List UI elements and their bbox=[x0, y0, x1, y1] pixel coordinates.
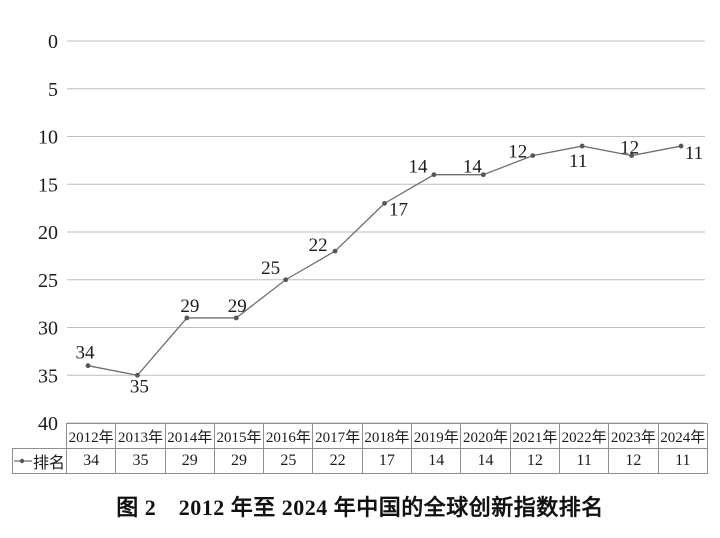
rank-value-cell: 17 bbox=[361, 448, 413, 474]
rank-value-cell: 14 bbox=[411, 448, 462, 474]
y-axis-tick-labels: 0 5 10 15 20 25 30 35 40 bbox=[38, 31, 58, 435]
rank-value-cell: 11 bbox=[558, 448, 610, 474]
y-tick-label: 25 bbox=[38, 270, 58, 292]
y-tick-label: 40 bbox=[38, 413, 58, 435]
y-tick-label: 35 bbox=[38, 365, 58, 387]
rank-value-cell: 34 bbox=[65, 448, 117, 474]
data-point-marker bbox=[480, 172, 486, 178]
legend-label: 排名 bbox=[32, 455, 65, 472]
year-header-cell: 2021年 bbox=[509, 423, 560, 449]
data-point-label: 29 bbox=[228, 296, 247, 317]
data-point-label: 17 bbox=[389, 199, 408, 220]
data-table: 2012年 2013年 2014年 2015年 2016年 2017年 2018年 2019年… bbox=[12, 423, 709, 474]
year-header-cell: 2024年 bbox=[657, 423, 709, 449]
data-point-label: 12 bbox=[620, 138, 639, 159]
year-header-cell: 2023年 bbox=[608, 423, 659, 449]
rank-value-cell: 29 bbox=[213, 448, 265, 474]
rank-value-cell: 12 bbox=[509, 448, 560, 474]
y-tick-label: 15 bbox=[38, 174, 58, 196]
data-point-label: 11 bbox=[685, 143, 703, 164]
rank-value-cell: 11 bbox=[657, 448, 709, 474]
year-header-cell: 2013年 bbox=[115, 423, 166, 449]
figure-caption: 图 2 2012 年至 2024 年中国的全球创新指数排名 bbox=[116, 495, 604, 520]
y-tick-label: 0 bbox=[48, 31, 58, 53]
data-point-marker bbox=[530, 153, 536, 159]
year-header-cell: 2019年 bbox=[411, 423, 462, 449]
data-point-marker bbox=[135, 372, 140, 378]
data-point-label: 29 bbox=[180, 296, 199, 317]
data-point-marker bbox=[579, 143, 585, 149]
y-tick-label: 5 bbox=[48, 79, 58, 101]
table-corner-cell bbox=[13, 424, 67, 449]
data-point-marker bbox=[678, 143, 684, 149]
data-point-marker bbox=[382, 200, 387, 206]
year-header-cell: 2017年 bbox=[312, 423, 363, 449]
data-point-marker bbox=[629, 153, 635, 159]
rank-value-cell: 25 bbox=[263, 448, 314, 474]
data-point-marker bbox=[85, 363, 91, 369]
rank-line-series bbox=[87, 145, 682, 376]
data-point-marker bbox=[431, 172, 437, 178]
year-header-cell: 2020年 bbox=[460, 423, 511, 449]
data-point-label: 25 bbox=[261, 258, 280, 279]
year-header-cell: 2012年 bbox=[65, 423, 117, 449]
data-point-label: 22 bbox=[309, 235, 328, 256]
y-tick-label: 20 bbox=[38, 222, 58, 244]
rank-line bbox=[87, 145, 682, 376]
legend-line-dot-marker-icon bbox=[13, 458, 32, 464]
y-tick-label: 30 bbox=[38, 318, 58, 340]
data-point-label: 34 bbox=[76, 343, 96, 364]
data-point-label: 14 bbox=[408, 157, 428, 178]
year-header-cell: 2018年 bbox=[361, 423, 413, 449]
year-header-cell: 2014年 bbox=[164, 423, 215, 449]
data-point-marker bbox=[233, 315, 239, 321]
rank-value-cell: 29 bbox=[164, 448, 215, 474]
rank-value-cell: 12 bbox=[608, 448, 659, 474]
rank-value-cell: 22 bbox=[312, 448, 363, 474]
y-tick-label: 10 bbox=[38, 127, 58, 149]
data-point-label: 35 bbox=[130, 376, 149, 397]
data-point-marker bbox=[332, 248, 338, 254]
year-header-cell: 2016年 bbox=[263, 423, 314, 449]
rank-value-cell: 35 bbox=[115, 448, 166, 474]
data-point-label: 11 bbox=[569, 151, 587, 172]
data-point-label: 14 bbox=[463, 157, 483, 178]
rank-value-cell: 14 bbox=[460, 448, 511, 474]
data-point-label: 12 bbox=[508, 142, 527, 163]
year-header-cell: 2015年 bbox=[213, 423, 265, 449]
legend-cell: 排名 bbox=[12, 448, 67, 474]
gridlines bbox=[67, 40, 705, 424]
year-header-cell: 2022年 bbox=[558, 423, 610, 449]
data-point-marker bbox=[283, 277, 289, 283]
data-point-markers bbox=[85, 143, 684, 378]
data-point-marker bbox=[184, 315, 190, 321]
